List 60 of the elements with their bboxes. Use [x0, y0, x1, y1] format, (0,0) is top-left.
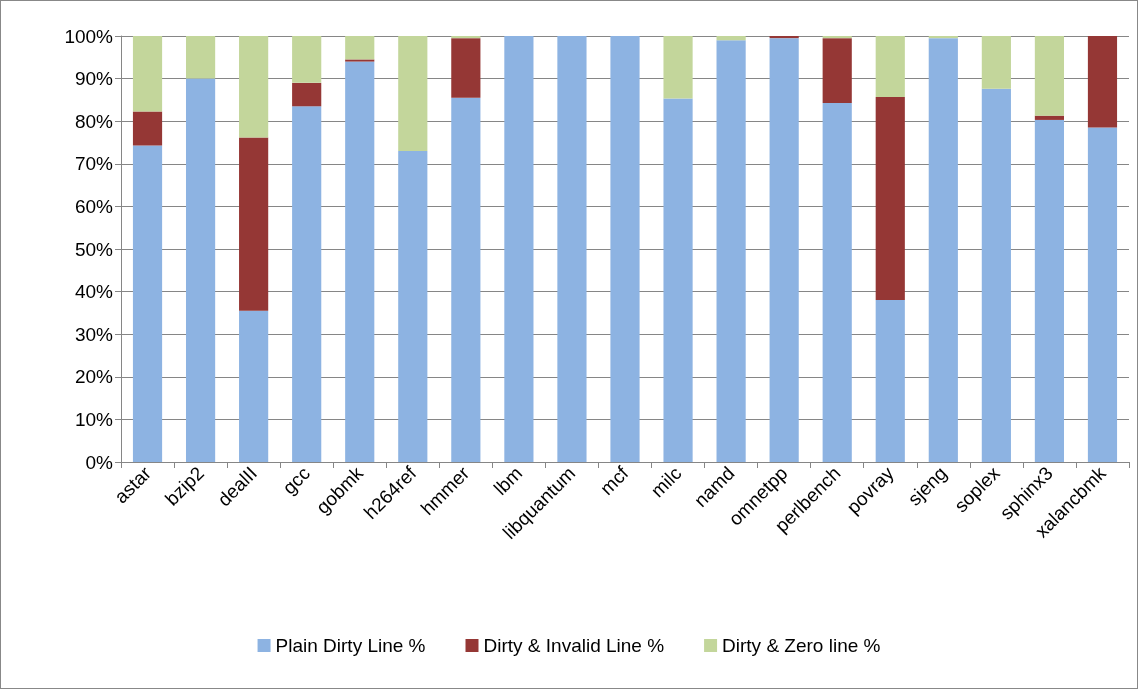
bar: [1034, 119, 1065, 462]
bar: [398, 36, 428, 152]
bar: [345, 59, 375, 62]
x-tick-label: mcf: [595, 462, 633, 500]
y-tick-label: 10%: [74, 408, 114, 430]
bar: [769, 38, 799, 462]
bar: [981, 36, 1011, 89]
bar: [981, 88, 1011, 462]
bar: [398, 151, 428, 462]
bar: [132, 111, 163, 146]
y-tick-label: 40%: [74, 281, 114, 303]
bar: [132, 145, 163, 462]
bar: [928, 36, 958, 39]
y-tick-label: 0%: [85, 451, 114, 473]
bar: [504, 36, 534, 462]
x-tick-label: milc: [646, 462, 686, 502]
legend-label: Plain Dirty Line %: [275, 635, 426, 656]
y-tick-label: 60%: [74, 195, 114, 217]
bar: [557, 36, 587, 462]
bar: [928, 38, 958, 462]
bar: [1034, 115, 1065, 120]
bar: [239, 36, 269, 138]
bar: [822, 38, 852, 103]
bar: [185, 36, 216, 79]
bar: [239, 137, 269, 311]
bar: [185, 78, 216, 462]
y-tick-label: 80%: [74, 110, 114, 132]
y-tick-label: 20%: [74, 366, 114, 388]
bar: [1087, 127, 1118, 462]
bar: [132, 36, 163, 112]
bar: [822, 102, 852, 462]
bar: [292, 36, 322, 83]
bar: [292, 106, 322, 462]
bar: [345, 36, 375, 60]
bar: [239, 310, 269, 462]
bar: [875, 300, 905, 462]
bar: [769, 36, 799, 39]
legend-label: Dirty & Invalid Line %: [483, 635, 665, 656]
bar: [292, 82, 322, 107]
y-tick-label: 50%: [74, 238, 114, 260]
y-tick-label: 100%: [64, 25, 114, 47]
bar: [1034, 36, 1065, 116]
bar: [822, 36, 852, 39]
bar: [663, 98, 693, 462]
bar: [451, 97, 481, 462]
y-tick-label: 30%: [74, 323, 114, 345]
bar: [875, 36, 905, 97]
bar: [875, 96, 905, 301]
bar: [610, 36, 640, 462]
y-tick-label: 90%: [74, 68, 114, 90]
bar: [716, 36, 746, 41]
legend-label: Dirty & Zero line %: [722, 635, 881, 656]
bar: [451, 36, 481, 39]
x-tick-label: gcc: [278, 462, 315, 499]
bar: [663, 36, 693, 99]
y-tick-label: 70%: [74, 153, 114, 175]
bar: [716, 40, 746, 462]
bar: [1087, 36, 1118, 128]
bar: [345, 61, 375, 462]
bar: [451, 38, 481, 98]
